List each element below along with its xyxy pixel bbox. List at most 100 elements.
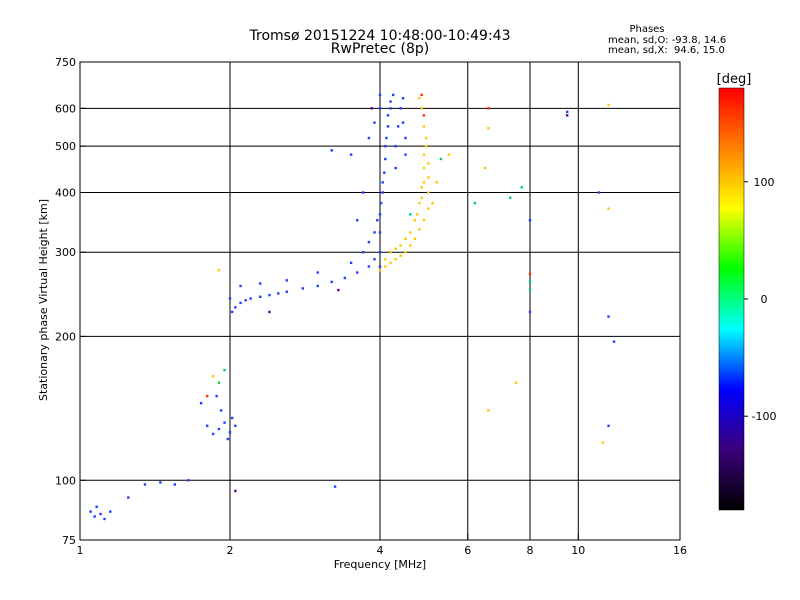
colorbar-tick-label: -100 [752,410,777,423]
phase-point [383,171,386,174]
phase-point [394,166,397,170]
phases-note-line1: mean, sd,O: -93.8, 14.6 [608,35,726,46]
phase-point [427,176,430,179]
phase-point [607,103,610,107]
plot-frame [79,61,681,541]
phase-point [228,431,232,434]
phase-point [514,381,518,384]
phase-point [217,269,221,272]
phase-point [394,144,397,148]
phase-point [159,481,162,484]
phase-point [330,149,333,152]
phase-point [367,136,371,140]
y-axis-label: Stationary phase Virtual Height [km] [37,199,50,401]
phase-point [384,157,387,161]
phase-point [259,282,262,285]
phase-point [420,93,423,97]
phase-point [249,297,252,300]
phase-point [373,231,376,234]
phase-point [413,219,417,222]
phase-point [373,258,376,261]
phase-point [399,107,402,110]
phase-point [508,196,512,199]
phase-point [422,114,426,117]
phase-point [373,121,376,124]
phase-point [439,157,443,161]
phase-point [316,284,319,288]
phase-point [127,496,130,499]
phase-point [234,489,237,493]
phase-point [427,191,430,194]
phase-point [404,237,407,241]
phase-point [259,295,262,299]
x-tick-label: 6 [464,544,471,557]
phase-point [601,441,605,444]
phase-point [285,279,288,282]
phase-point [418,201,421,205]
phase-point [239,284,242,288]
phase-point [361,251,365,254]
phase-point [401,121,405,124]
data-points [89,93,616,521]
x-tick-label: 1 [77,544,84,557]
phase-point [376,219,379,222]
phase-point [399,254,402,257]
phase-point [612,340,616,343]
phase-point [396,125,400,128]
phase-point [404,153,407,156]
phase-point [173,483,177,486]
phase-point [381,191,384,194]
phase-point [431,201,434,205]
phase-point [394,258,397,261]
phase-point [473,201,477,205]
phase-point [427,162,430,165]
axis-ticks: 1 2 4 6 8 10 16 75 100 200 300 400 500 600 750 [55,56,687,557]
phase-point [384,144,387,148]
phase-point [355,271,359,274]
phase-point [386,125,390,128]
phase-point [367,240,371,244]
phase-point [378,269,382,272]
phase-point [99,512,102,516]
phase-point [337,288,340,292]
phase-point [349,153,353,156]
phase-point [239,301,242,305]
phase-point [215,394,218,398]
phase-point [223,421,226,424]
chart-subtitle: RwPretec (8p) [331,41,429,57]
phase-point [607,315,610,318]
phase-point [268,293,271,297]
phase-point [367,265,371,268]
phase-point [401,96,405,100]
phase-point [391,93,395,97]
phase-point [415,213,419,216]
phase-point [389,251,392,254]
phase-point [483,166,487,170]
phase-point [205,424,209,428]
phase-point [528,288,532,292]
x-tick-label: 10 [571,544,585,557]
phase-point [205,394,209,398]
phase-point [422,125,426,128]
phase-point [607,207,610,210]
colorbar-ticks: 100 0 -100 [744,176,776,423]
phase-point [217,381,221,384]
phase-point [528,280,532,284]
x-tick-label: 4 [377,544,384,557]
phase-point [378,213,382,216]
phase-point [389,107,392,110]
phase-point [420,196,423,199]
x-tick-label: 16 [673,544,687,557]
phase-point [93,515,96,518]
phase-point [384,265,387,268]
phase-point [404,251,407,254]
phase-point [528,272,532,276]
phase-point [268,310,271,314]
phase-point [413,237,417,241]
phase-point [285,290,288,293]
phase-point [277,292,280,295]
phase-point [418,228,421,231]
phase-point [333,485,337,488]
phase-point [520,186,523,189]
